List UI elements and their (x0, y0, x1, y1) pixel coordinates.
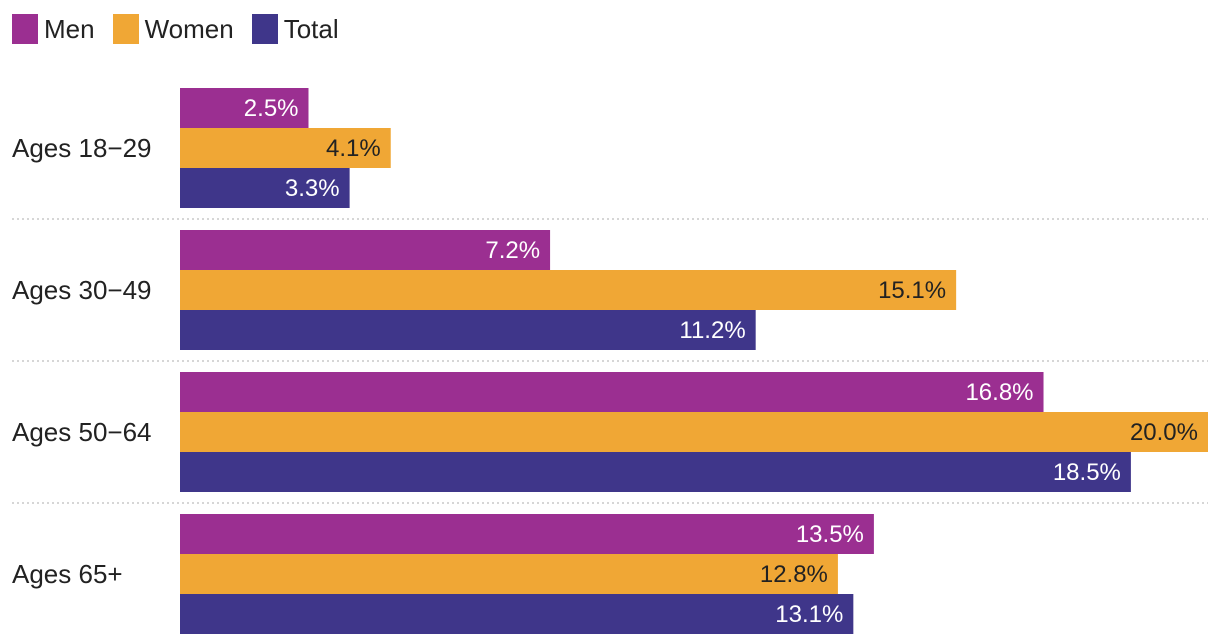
bar-total (180, 310, 756, 350)
legend-item-men: Men (12, 14, 95, 44)
value-label-men: 7.2% (485, 237, 540, 264)
bar-women (180, 554, 838, 594)
value-label-men: 2.5% (244, 95, 299, 122)
category-label: Ages 65+ (12, 559, 123, 589)
value-label-total: 11.2% (679, 317, 745, 344)
legend-swatch-total (251, 14, 278, 44)
legend: Men Women Total (12, 14, 339, 44)
legend-item-women: Women (112, 14, 234, 44)
value-label-men: 16.8% (965, 379, 1033, 406)
bar-men (180, 230, 551, 270)
legend-label-men: Men (44, 14, 95, 44)
legend-swatch-women (112, 14, 139, 44)
category-label: Ages 18−29 (12, 133, 152, 163)
bar-women (180, 412, 1208, 452)
bar-women (180, 270, 957, 310)
bar-women (180, 128, 391, 168)
category-label: Ages 50−64 (12, 417, 152, 447)
bar-total (180, 594, 854, 634)
value-label-women: 20.0% (1130, 419, 1198, 446)
value-label-women: 15.1% (878, 277, 946, 304)
value-label-men: 13.5% (796, 521, 864, 548)
bar-total (180, 168, 350, 208)
bar-men (180, 514, 874, 554)
value-label-women: 12.8% (760, 561, 828, 588)
category-label: Ages 30−49 (12, 275, 152, 305)
legend-label-total: Total (283, 14, 339, 44)
legend-swatch-men (12, 14, 38, 44)
bar-men (180, 372, 1044, 412)
value-label-total: 13.1% (775, 601, 843, 628)
value-label-women: 4.1% (326, 135, 381, 162)
legend-label-women: Women (144, 14, 234, 44)
bar-men (180, 88, 309, 128)
value-label-total: 18.5% (1053, 459, 1121, 486)
bar-total (180, 452, 1131, 492)
legend-item-total: Total (251, 14, 339, 44)
value-label-total: 3.3% (285, 175, 340, 202)
